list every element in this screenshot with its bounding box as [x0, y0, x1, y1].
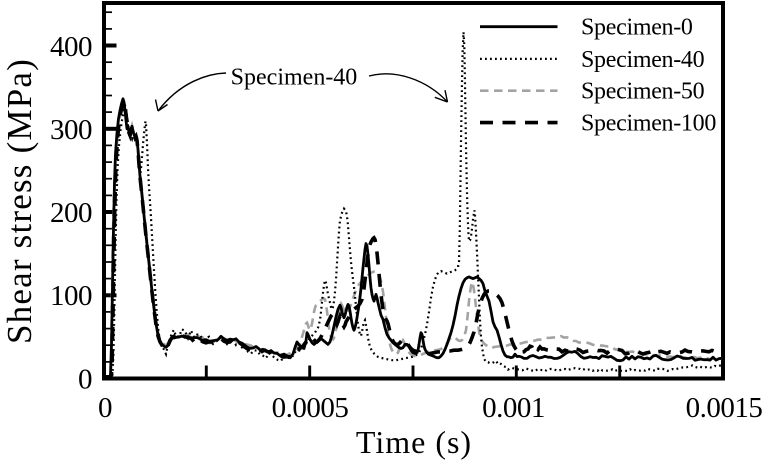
svg-text:300: 300 — [50, 114, 92, 146]
svg-text:Shear stress (MPa): Shear stress (MPa) — [0, 58, 39, 344]
svg-text:Specimen-0: Specimen-0 — [581, 15, 693, 41]
svg-text:400: 400 — [50, 31, 92, 63]
svg-text:Specimen-40: Specimen-40 — [231, 64, 358, 90]
svg-text:100: 100 — [50, 280, 92, 312]
svg-text:0: 0 — [98, 392, 112, 424]
svg-text:0.001: 0.001 — [482, 392, 545, 424]
svg-text:200: 200 — [50, 197, 92, 229]
svg-text:Time (s): Time (s) — [356, 424, 472, 460]
svg-text:0.0015: 0.0015 — [686, 392, 763, 424]
svg-text:0: 0 — [78, 364, 92, 396]
svg-text:0.0005: 0.0005 — [272, 392, 349, 424]
svg-text:Specimen-50: Specimen-50 — [581, 79, 705, 105]
svg-text:Specimen-40: Specimen-40 — [581, 47, 705, 73]
svg-text:Specimen-100: Specimen-100 — [581, 111, 716, 137]
